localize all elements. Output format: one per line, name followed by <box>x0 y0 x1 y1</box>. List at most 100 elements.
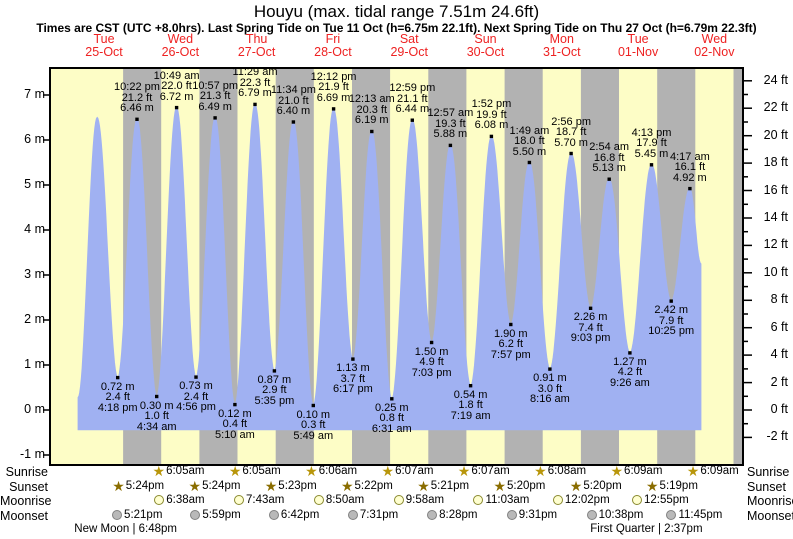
day-label: Tue 25-Oct <box>64 33 144 59</box>
sunrise-entry: ★ 6:09am <box>610 464 662 478</box>
ft-axis-label: 8 ft <box>770 292 788 307</box>
day-date: 31-Oct <box>543 45 581 59</box>
day-name: Fri <box>325 32 341 46</box>
astro-row-label-left: Moonset <box>0 508 48 523</box>
annotation-line: 3.0 ft <box>537 382 563 395</box>
annotation-line: 1.13 m <box>336 362 370 375</box>
tide-dot <box>448 143 453 148</box>
annotation-line: 10:49 am <box>153 69 200 82</box>
low-tide-annotation: 2.26 m 7.4 ft 9:03 pm <box>547 312 635 344</box>
moonset-entry: 10:38pm <box>586 508 644 522</box>
annotation-line: 5.70 m <box>554 136 588 149</box>
sunset-time: 5:22pm <box>354 479 393 492</box>
sunrise-entry: ★ 6:06am <box>305 464 357 478</box>
moonrise-time: 6:38am <box>166 494 205 506</box>
annotation-line: 12:59 pm <box>389 82 436 95</box>
tide-dot <box>174 105 179 110</box>
tide-dot <box>607 177 611 181</box>
annotation-line: 6.46 m <box>120 102 154 115</box>
astro-row-label-right: Sunset <box>747 479 786 494</box>
sunrise-star-icon: ★ <box>610 463 624 479</box>
sunrise-entry: ★ 6:08am <box>534 464 586 478</box>
annotation-line: 6.44 m <box>395 103 430 116</box>
annotation-line: 1.27 m <box>613 355 647 368</box>
annotation-line: 1.50 m <box>414 345 449 358</box>
sunrise-entry: ★ 6:07am <box>458 464 510 478</box>
night-band <box>733 68 743 465</box>
sunset-entry: ★ 5:24pm <box>112 479 164 493</box>
ft-axis-label: -2 ft <box>766 429 788 444</box>
m-axis-label: 7 m <box>24 87 45 101</box>
m-axis-label: 3 m <box>24 267 45 281</box>
m-axis-label: 1 m <box>24 357 45 371</box>
annotation-line: 21.0 ft <box>278 94 309 107</box>
moonset-entry: 5:59pm <box>190 508 241 522</box>
tide-dot <box>410 118 414 122</box>
moonset-time: 6:42pm <box>280 508 320 521</box>
ft-axis-label: 10 ft <box>763 264 788 279</box>
ft-axis-label: 24 ft <box>763 72 788 87</box>
annotation-line: 1.90 m <box>493 327 528 340</box>
sunrise-time: 6:05am <box>242 465 281 477</box>
annotation-line: 0.4 ft <box>222 418 248 431</box>
annotation-line: 10:22 pm <box>114 81 160 94</box>
high-tide-annotation: 4:17 am 16.1 ft 4.92 m <box>646 151 734 184</box>
tide-dot <box>569 151 573 156</box>
annotation-line: 1:49 am <box>509 124 550 137</box>
low-tide-annotation: 0.25 m 0.8 ft 6:31 am <box>348 403 436 435</box>
moonrise-entry: 12:55pm <box>632 493 689 507</box>
day-label: Mon 31-Oct <box>522 33 602 59</box>
day-name: Mon <box>549 32 574 46</box>
annotation-line: 2.4 ft <box>183 390 209 403</box>
ft-axis-label: 18 ft <box>763 155 788 170</box>
annotation-line: 10:57 pm <box>192 79 239 92</box>
low-tide-annotation: 2.42 m 7.9 ft 10:25 pm <box>627 305 715 337</box>
sunrise-time: 6:07am <box>471 465 510 477</box>
sunset-star-icon: ★ <box>645 477 659 494</box>
annotation-line: 1.8 ft <box>458 399 483 412</box>
m-axis-label: 0 m <box>24 402 45 416</box>
moonset-icon <box>666 509 677 520</box>
moonrise-icon <box>154 495 165 505</box>
moonset-entry: 5:21pm <box>112 508 162 522</box>
moonrise-entry: 8:50am <box>313 493 364 507</box>
sunrise-star-icon: ★ <box>152 463 166 479</box>
sunset-star-icon: ★ <box>188 477 202 494</box>
moonset-time: 11:45pm <box>678 508 723 521</box>
tide-dot <box>649 163 654 167</box>
tide-dot <box>135 117 139 121</box>
moonrise-icon <box>632 495 642 505</box>
moonrise-icon <box>552 495 563 505</box>
high-tide-annotation: 11:34 pm 21.0 ft 6.40 m <box>249 85 337 117</box>
day-date: 01-Nov <box>617 45 659 59</box>
high-tide-annotation: 11:29 am 22.3 ft 6.79 m <box>211 67 299 99</box>
annotation-line: 9:26 am <box>610 376 650 389</box>
day-name: Wed <box>167 32 194 46</box>
moonset-time: 10:38pm <box>598 508 644 521</box>
sunset-time: 5:24pm <box>202 479 241 492</box>
tide-dot <box>468 384 473 388</box>
moonset-entry: 9:31pm <box>506 508 557 522</box>
tide-dot <box>291 120 296 124</box>
high-tide-annotation: 12:13 am 20.3 ft 6.19 m <box>328 94 416 126</box>
moonrise-time: 12:55pm <box>644 494 689 506</box>
annotation-line: 6.69 m <box>316 91 351 104</box>
high-tide-annotation: 4:13 pm 17.9 ft 5.45 m <box>608 128 696 160</box>
annotation-line: 16.1 ft <box>674 161 706 174</box>
annotation-line: 17.9 ft <box>636 137 667 150</box>
low-tide-annotation: 0.72 m 2.4 ft 4:18 pm <box>74 381 162 414</box>
low-tide-annotation: 0.54 m 1.8 ft 7:19 am <box>427 389 515 422</box>
annotation-line: 2.42 m <box>654 304 689 317</box>
ft-axis-label: 22 ft <box>763 100 788 115</box>
annotation-line: 4:13 pm <box>631 126 672 139</box>
annotation-line: 11:34 pm <box>270 84 316 96</box>
annotation-line: 3.7 ft <box>340 372 366 385</box>
moonrise-icon <box>313 495 324 505</box>
ft-axis-label: 16 ft <box>763 182 788 197</box>
moonrise-icon <box>393 495 404 505</box>
ft-axis-label: 4 ft <box>770 347 788 362</box>
tide-dot <box>588 306 593 310</box>
moonset-entry: 7:31pm <box>347 508 398 522</box>
astro-row-label-left: Sunset <box>9 479 48 494</box>
sunset-star-icon: ★ <box>569 477 583 494</box>
